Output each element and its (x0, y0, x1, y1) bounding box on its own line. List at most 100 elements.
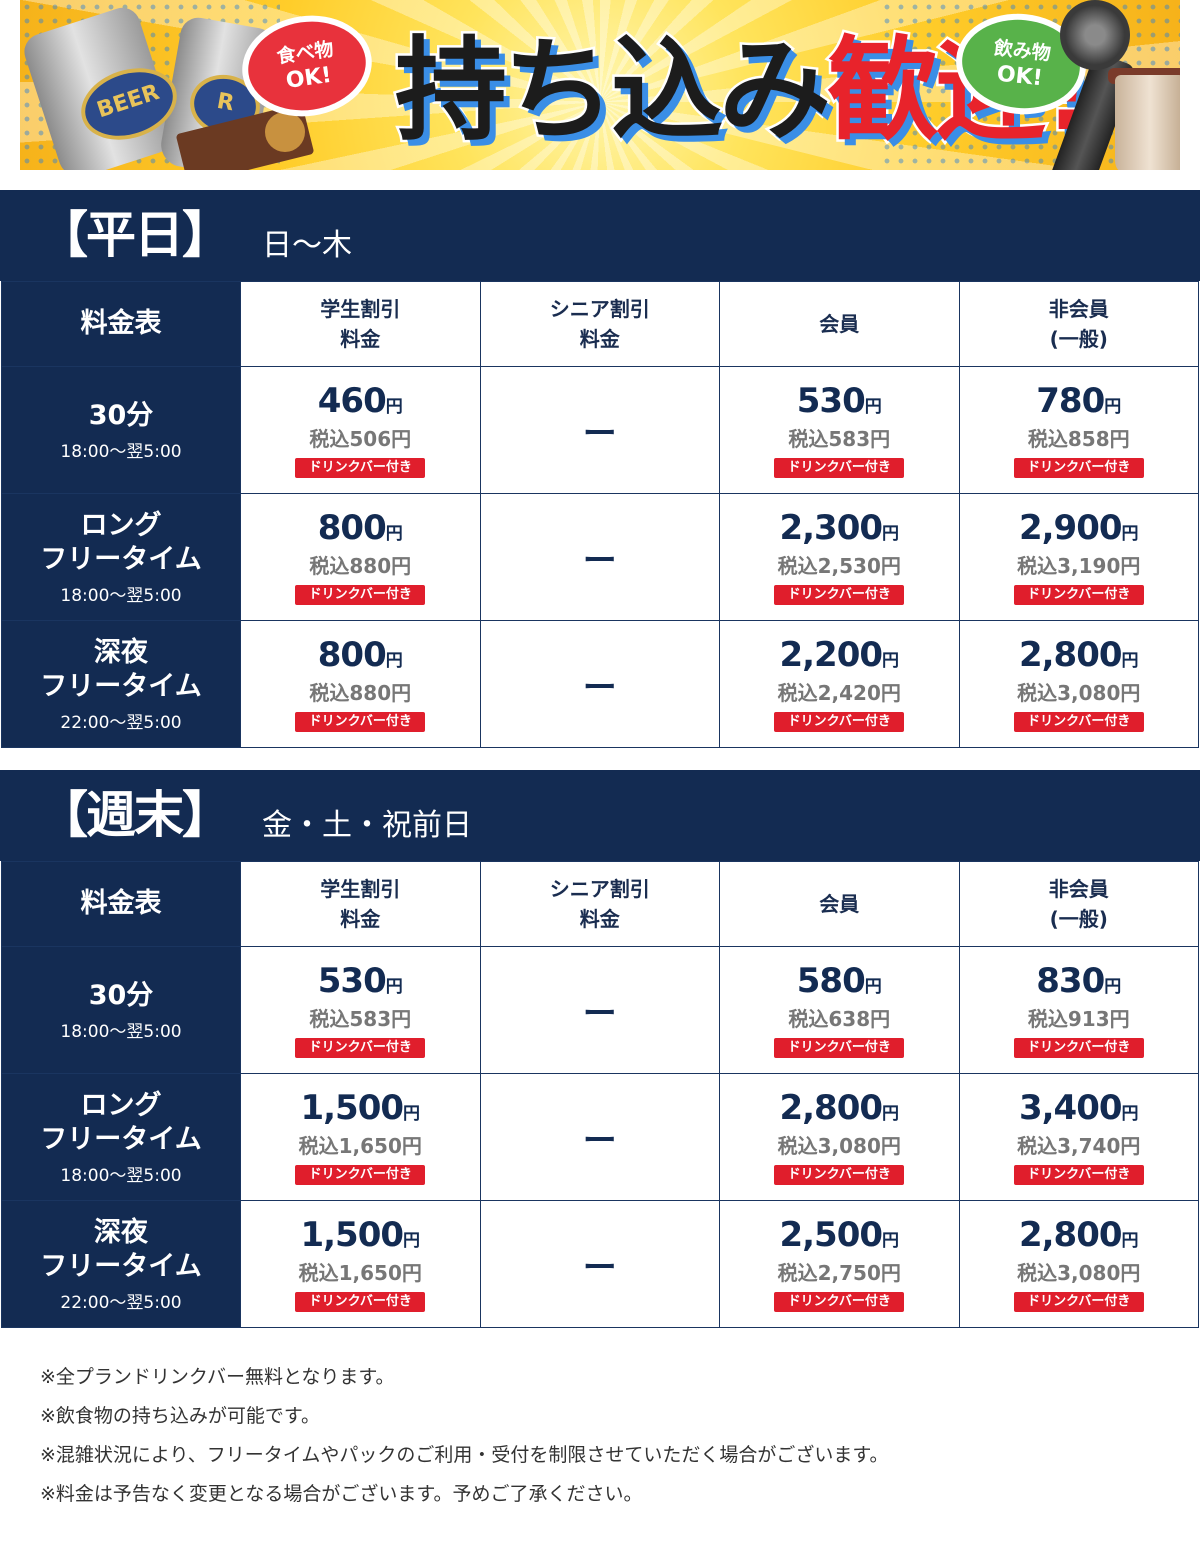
plan-cell: ロング フリータイム 18:00〜翌5:00 (1, 493, 241, 621)
yen-unit: 円 (385, 524, 403, 544)
price-number: 3,400 (1018, 1088, 1123, 1128)
plan-cell: ロング フリータイム 18:00〜翌5:00 (1, 1073, 241, 1201)
price-number: 2,500 (779, 1215, 883, 1255)
cookie-illustration (265, 112, 305, 152)
table-row: 30分 18:00〜翌5:00 460円 税込506円 ドリンクバー付き ー 5… (1, 366, 1199, 494)
section-title: 【週末】 (38, 786, 232, 844)
student-price-cell: 800円 税込880円 ドリンクバー付き (240, 493, 481, 621)
price-number: 1,500 (300, 1088, 404, 1128)
yen-unit: 円 (385, 977, 403, 997)
plan-time: 18:00〜翌5:00 (60, 1165, 182, 1186)
table-header-row: 料金表 学生割引 料金 シニア割引 料金 会員 非会員 (一般) (1, 281, 1199, 367)
price-number: 800 (317, 635, 387, 675)
plan-time: 22:00〜翌5:00 (60, 712, 182, 733)
senior-header: シニア割引 料金 (479, 861, 720, 947)
plan-time: 18:00〜翌5:00 (60, 441, 182, 462)
price-value: 780円 (960, 382, 1199, 426)
drink-bar-badge: ドリンクバー付き (295, 585, 426, 605)
banner-headline: 持ち込み 歓迎! (393, 6, 1097, 159)
yen-unit: 円 (882, 651, 900, 671)
tax-price: 税込2,530円 (777, 554, 901, 578)
member-price-cell: 580円 税込638円 ドリンクバー付き (719, 946, 960, 1074)
no-price-dash: ー (582, 540, 617, 581)
student-price-cell: 460円 税込506円 ドリンクバー付き (240, 366, 481, 494)
tax-price: 税込880円 (309, 681, 412, 705)
tax-price: 税込858円 (1027, 427, 1130, 451)
drink-bar-badge: ドリンクバー付き (1013, 712, 1144, 732)
drink-bar-badge: ドリンクバー付き (1013, 1038, 1144, 1058)
drink-bar-badge: ドリンクバー付き (774, 1038, 905, 1058)
member-price-cell: 2,800円 税込3,080円 ドリンクバー付き (719, 1073, 960, 1201)
price-number: 830 (1036, 961, 1105, 1001)
nonmember-price-cell: 780円 税込858円 ドリンクバー付き (958, 366, 1199, 494)
plan-name: ロング (80, 1089, 162, 1121)
senior-price-cell: ー (479, 1073, 720, 1201)
price-value: 460円 (241, 382, 480, 426)
corner-label: 料金表 (80, 308, 162, 339)
yen-unit: 円 (864, 397, 882, 417)
tax-price: 税込913円 (1027, 1007, 1130, 1031)
tax-price: 税込880円 (309, 554, 412, 578)
price-value: 2,200円 (720, 636, 959, 680)
tax-price: 税込3,740円 (1017, 1134, 1141, 1158)
weekend-pricing-section: 【週末】 金・土・祝前日 料金表 学生割引 料金 シニア割引 料金 会員 非会員 (一… (0, 770, 1200, 1328)
student-price-cell: 1,500円 税込1,650円 ドリンクバー付き (240, 1200, 481, 1328)
drink-bar-badge: ドリンクバー付き (774, 1292, 905, 1312)
price-number: 2,200 (779, 635, 883, 675)
drink-bar-badge: ドリンクバー付き (774, 458, 905, 478)
price-value: 2,500円 (720, 1216, 959, 1260)
nonmember-header: 非会員 (一般) (958, 281, 1199, 367)
tax-price: 税込638円 (788, 1007, 891, 1031)
table-row: 深夜 フリータイム 22:00〜翌5:00 1,500円 税込1,650円 ドリ… (1, 1200, 1199, 1328)
yen-unit: 円 (1121, 1231, 1139, 1251)
tax-price: 税込2,750円 (777, 1261, 901, 1285)
header-label: 料金 (340, 907, 381, 931)
plan-name: フリータイム (40, 1250, 202, 1282)
member-header: 会員 (719, 281, 960, 367)
no-price-dash: ー (582, 667, 617, 708)
table-row: 深夜 フリータイム 22:00〜翌5:00 800円 税込880円 ドリンクバー… (1, 620, 1199, 748)
header-label: 会員 (819, 312, 860, 336)
price-value: 2,900円 (960, 509, 1199, 553)
price-number: 2,800 (779, 1088, 883, 1128)
plan-cell: 30分 18:00〜翌5:00 (1, 946, 241, 1074)
price-number: 580 (796, 961, 866, 1001)
member-price-cell: 2,200円 税込2,420円 ドリンクバー付き (719, 620, 960, 748)
drink-bar-badge: ドリンクバー付き (1013, 1165, 1144, 1185)
plan-cell: 深夜 フリータイム 22:00〜翌5:00 (1, 620, 241, 748)
plan-name: 30分 (88, 399, 154, 431)
plan-cell: 深夜 フリータイム 22:00〜翌5:00 (1, 1200, 241, 1328)
drink-ok-text: OK! (995, 61, 1044, 92)
corner-label: 料金表 (80, 888, 162, 919)
header-label: 非会員 (1048, 877, 1109, 901)
yen-unit: 円 (882, 1104, 900, 1124)
member-price-cell: 530円 税込583円 ドリンクバー付き (719, 366, 960, 494)
note-item: ※混雑状況により、フリータイムやパックのご利用・受付を制限させていただく場合がご… (40, 1444, 889, 1466)
price-value: 2,300円 (720, 509, 959, 553)
tax-price: 税込1,650円 (298, 1261, 422, 1285)
yen-unit: 円 (385, 397, 403, 417)
section-header: 【週末】 金・土・祝前日 (0, 770, 1200, 861)
weekday-pricing-section: 【平日】 日〜木 料金表 学生割引 料金 シニア割引 料金 会員 非会員 (一般) 3… (0, 190, 1200, 748)
note-item: ※飲食物の持ち込みが可能です。 (40, 1405, 321, 1427)
nonmember-price-cell: 2,800円 税込3,080円 ドリンクバー付き (958, 1200, 1199, 1328)
price-value: 530円 (720, 382, 959, 426)
price-number: 780 (1036, 381, 1105, 421)
nonmember-price-cell: 3,400円 税込3,740円 ドリンクバー付き (958, 1073, 1199, 1201)
yen-unit: 円 (1121, 524, 1139, 544)
plan-name: ロング (80, 509, 162, 541)
price-number: 530 (796, 381, 866, 421)
plan-name: フリータイム (40, 670, 202, 702)
yen-unit: 円 (403, 1231, 421, 1251)
price-number: 800 (317, 508, 387, 548)
drink-bar-badge: ドリンクバー付き (295, 1165, 426, 1185)
drink-bar-badge: ドリンクバー付き (295, 1292, 426, 1312)
section-days: 金・土・祝前日 (262, 808, 472, 843)
header-label: 学生割引 (320, 877, 401, 901)
section-title: 【平日】 (38, 206, 232, 264)
header-label: (一般) (1049, 327, 1108, 351)
price-value: 1,500円 (241, 1216, 480, 1260)
yen-unit: 円 (385, 651, 403, 671)
price-value: 800円 (241, 636, 480, 680)
drink-bar-badge: ドリンクバー付き (774, 712, 905, 732)
